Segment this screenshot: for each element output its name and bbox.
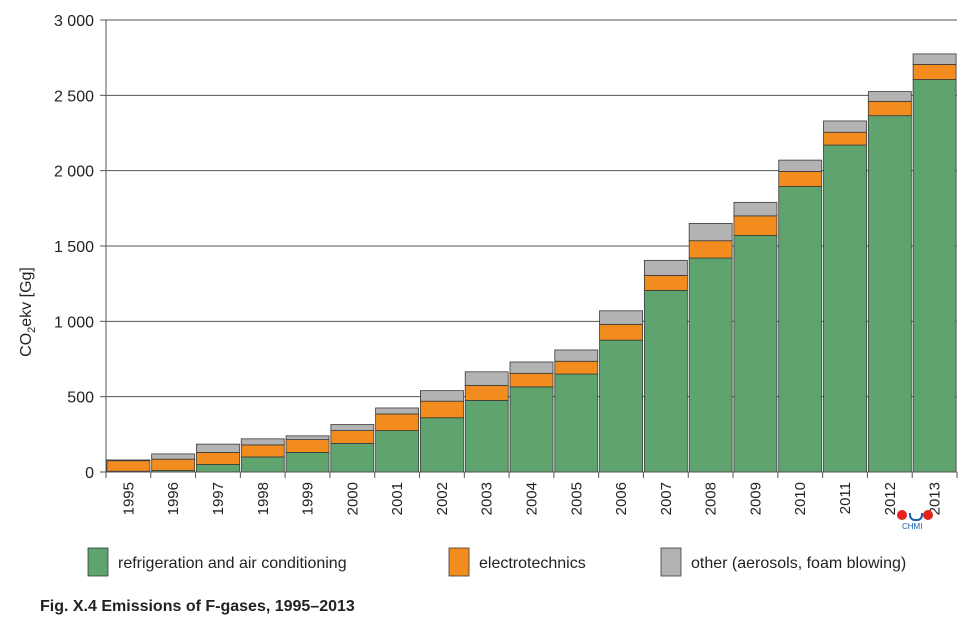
x-tick-label: 2003 [479,482,496,515]
bar-segment [240,438,285,446]
bar-segment [688,222,733,242]
bar-segment [285,435,330,441]
x-tick-labels: 1995 1996 1997 1998 1999 2000 2001 2002 2003 2004… [120,482,943,515]
bar-segment [375,430,420,473]
bar-segment [867,91,912,102]
legend-swatch [660,547,682,577]
y-tick-label: 2 500 [54,88,94,105]
bar-segment [509,372,554,388]
bar-segment [823,131,867,146]
bar-segment [823,144,867,473]
bar-segment [151,458,196,471]
legend-swatch [87,547,109,577]
bar-segment [599,310,643,325]
bar-segment [554,373,599,473]
bar-segment [688,240,733,259]
x-tick-label: 2011 [837,482,854,514]
bar-segment [420,417,464,473]
bar-segment [912,53,957,65]
y-tick-label: 1 000 [54,314,94,331]
x-tick-label: 2012 [882,482,899,515]
bar-segment [285,452,330,473]
legend: refrigeration and air conditioning electr… [87,547,906,577]
bar-segment [912,64,957,80]
x-tick-label: 2000 [344,482,361,515]
y-tick-label: 0 [85,465,94,482]
bar-segment [778,171,823,187]
x-tick-label: 1996 [165,482,182,515]
x-tick-label: 1999 [300,482,317,515]
x-tick-label: 2007 [658,482,675,515]
chmi-logo-text: CHMI [902,522,923,531]
chmi-logo: CHMI [897,510,933,540]
axes [105,20,957,473]
y-tick-label: 3 000 [54,13,94,30]
x-tick-label: 2009 [747,482,764,515]
bar-segment [733,215,778,236]
bar-segment [643,290,688,473]
bar-segment [151,453,196,460]
legend-label: other (aerosols, foam blowing) [691,555,906,572]
x-tick-label: 2001 [389,482,406,515]
y-axis-label: CO2ekv [Gg] [18,267,38,357]
bar-segment [599,323,643,341]
bar-segment [330,442,375,473]
bar-segment [688,257,733,473]
bar-segment [733,235,778,473]
bar-segment [196,452,240,465]
bar-segment [375,407,420,415]
bar-segment [106,459,151,462]
bar-segment [554,349,599,362]
bar-segment [912,79,957,473]
bar-segment [196,464,240,473]
x-tick-label: 1997 [210,482,227,515]
x-tick-label: 2008 [703,482,720,515]
bar-segment [330,430,375,444]
bar-segment [778,159,823,172]
figure-caption: Fig. X.4 Emissions of F-gases, 1995–2013 [40,598,355,615]
bar-segment [554,360,599,375]
bar-segment [643,274,688,291]
y-tick-label: 500 [67,390,94,407]
bar-segment [823,120,867,133]
bar-segment [643,259,688,276]
legend-label: electrotechnics [479,555,586,572]
bar-segment [106,460,151,472]
bar-segment [375,413,420,431]
bar-segment [420,390,464,402]
x-tick-label: 2004 [524,482,541,515]
legend-label: refrigeration and air conditioning [118,555,347,572]
y-tick-labels: 0 500 1 000 1 500 2 000 2 500 3 000 [54,13,94,482]
bar-segment [733,201,778,217]
x-tick-label: 2005 [568,482,585,515]
bar-segment [196,443,240,453]
bar-segment [509,386,554,473]
bars [106,53,957,473]
bar-segment [240,456,285,473]
x-tick-label: 1998 [255,482,272,515]
x-tick-label: 2002 [434,482,451,515]
bar-segment [867,115,912,473]
bar-segment [420,400,464,419]
x-tick-label: 2013 [927,482,944,515]
y-tick-label: 2 000 [54,164,94,181]
bar-segment [867,100,912,117]
bar-segment [240,444,285,458]
bar-segment [464,384,509,401]
x-tick-label: 2006 [613,482,630,515]
bar-segment [285,439,330,453]
legend-swatch [448,547,470,577]
bar-segment [509,361,554,374]
gridlines [100,19,958,478]
bar-segment [330,424,375,431]
x-tick-label: 1995 [120,482,137,515]
x-tick-label: 2010 [792,482,809,515]
bar-segment [464,371,509,386]
bar-segment [464,400,509,473]
bar-segment [599,339,643,473]
bar-segment [778,186,823,473]
y-tick-label: 1 500 [54,239,94,256]
